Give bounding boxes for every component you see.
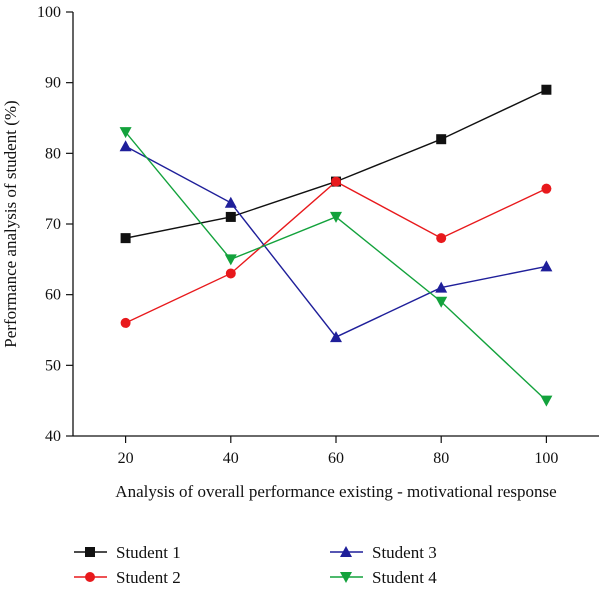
data-point [331,176,341,187]
series-layer [119,84,553,407]
legend-label: Student 2 [116,568,181,587]
legend-label: Student 4 [372,568,437,587]
data-point [120,233,131,244]
data-point [225,211,236,222]
legend: Student 1 Student 2 Student 3 Student 4 [74,543,437,587]
legend-marker [85,572,95,582]
x-tick-label: 60 [328,450,344,467]
x-tick-label: 100 [534,450,558,467]
legend-item-4: Student 4 [330,568,437,587]
series-line [125,145,547,338]
data-point [119,127,132,139]
data-point [436,134,447,145]
legend-marker [340,572,352,583]
series-3 [119,140,553,343]
data-point [330,211,342,223]
legend-marker [85,547,95,557]
data-point [541,84,552,95]
data-point [435,281,448,293]
legend-label: Student 1 [116,543,181,562]
y-tick-label: 50 [45,357,61,374]
x-tick-label: 40 [223,450,239,467]
data-point [435,296,448,308]
y-tick-label: 100 [37,4,61,21]
y-tick-label: 40 [45,428,61,445]
series-2 [120,176,552,328]
legend-marker [340,546,352,557]
legend-item-2: Student 2 [74,568,181,587]
data-point [119,140,132,152]
legend-label: Student 3 [372,543,437,562]
legend-item-1: Student 1 [74,543,181,562]
data-point [225,268,236,279]
data-point [540,260,553,272]
x-tick-label: 20 [118,450,134,467]
data-point [436,233,447,244]
x-axis-label: Analysis of overall performance existing… [115,482,556,501]
data-point [224,254,237,266]
y-tick-label: 90 [45,75,61,92]
data-point [540,395,553,407]
series-line [125,131,547,402]
y-tick-label: 60 [45,287,61,304]
y-axis-label: Performance analysis of student (%) [1,100,20,347]
data-point [224,196,237,208]
x-tick-label: 80 [433,450,449,467]
data-point [120,317,131,328]
y-tick-label: 70 [45,216,61,233]
legend-item-3: Student 3 [330,543,437,562]
y-tick-label: 80 [45,145,61,162]
data-point [541,183,552,194]
data-point [330,331,342,343]
series-4 [119,127,553,407]
series-line [125,180,547,324]
axes: 40 50 60 70 80 90 100 20 40 60 80 100 [37,4,599,467]
